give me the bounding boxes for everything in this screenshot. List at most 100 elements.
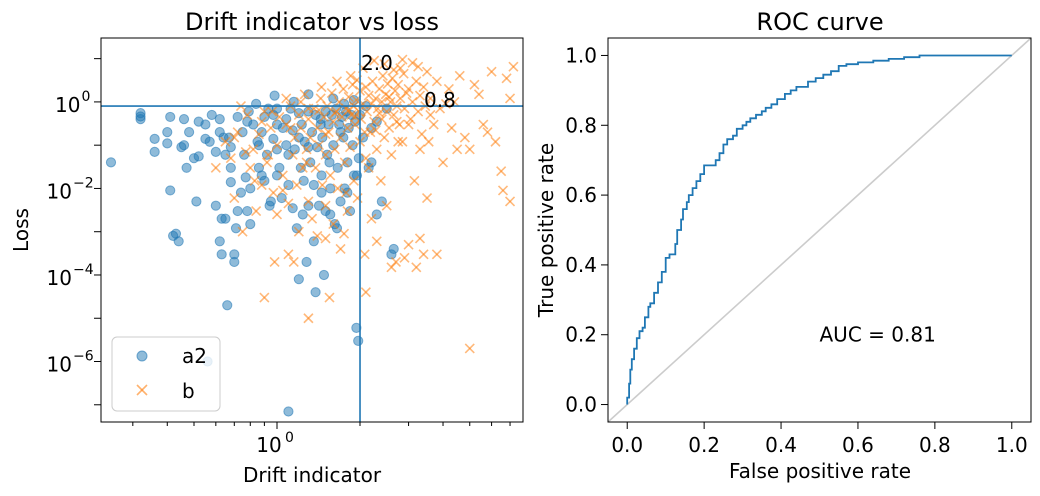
- scatter-x-label: Drift indicator: [243, 463, 382, 487]
- point-b: [388, 109, 399, 121]
- point-a2: [313, 200, 325, 211]
- point-b: [388, 64, 399, 75]
- point-b: [403, 239, 414, 250]
- roc-x-tick-label: 0.0: [611, 433, 643, 457]
- point-a2: [343, 122, 354, 134]
- point-a2: [178, 140, 190, 151]
- point-a2: [301, 256, 312, 268]
- point-a2: [271, 170, 283, 181]
- point-b: [335, 243, 346, 254]
- hline-label: 0.8: [424, 88, 456, 112]
- point-b: [411, 76, 422, 87]
- point-b: [437, 157, 449, 168]
- point-b: [376, 96, 387, 107]
- point-b: [331, 76, 343, 87]
- point-b: [242, 109, 253, 121]
- point-a2: [251, 98, 262, 109]
- point-b: [335, 132, 346, 143]
- point-b: [361, 106, 373, 117]
- point-b: [399, 252, 410, 263]
- point-a2: [193, 116, 204, 127]
- point-a2: [388, 243, 399, 255]
- point-a2: [245, 183, 256, 194]
- point-b: [259, 106, 270, 117]
- point-a2: [220, 213, 231, 224]
- point-b: [497, 185, 509, 196]
- roc-y-label: True positive rate: [534, 143, 558, 318]
- roc-curve-line: [626, 54, 1012, 405]
- point-a2: [245, 218, 256, 230]
- point-a2: [318, 269, 330, 281]
- y-tick-label: 10: [47, 179, 72, 203]
- point-b: [371, 236, 382, 247]
- roc-x-ticks: 0.0 0.2 0.4 0.6 0.8 1.0: [611, 422, 1028, 457]
- point-b: [342, 122, 353, 134]
- point-b: [418, 249, 429, 260]
- point-b: [339, 157, 350, 168]
- point-a2: [310, 287, 321, 298]
- point-a2: [178, 114, 190, 125]
- point-b: [326, 88, 337, 99]
- point-b: [315, 93, 326, 104]
- y-tick-exponent: 0: [82, 89, 91, 105]
- point-b: [459, 132, 470, 143]
- point-b: [265, 122, 276, 134]
- point-b: [320, 149, 331, 160]
- point-b: [469, 79, 480, 90]
- point-a2: [252, 136, 263, 147]
- roc-y-tick-label: 0.2: [565, 323, 597, 347]
- point-b: [289, 132, 300, 143]
- point-a2: [332, 162, 343, 173]
- y-tick-label: 10: [47, 266, 72, 290]
- roc-y-tick-label: 1.0: [565, 43, 597, 67]
- point-a2: [366, 157, 377, 168]
- point-a2: [165, 185, 176, 196]
- point-b: [338, 83, 349, 94]
- point-b: [384, 122, 395, 134]
- point-a2: [210, 146, 221, 157]
- point-b: [253, 129, 265, 140]
- roc-x-tick-label: 1.0: [996, 433, 1028, 457]
- point-b: [320, 200, 331, 211]
- point-a2: [162, 138, 173, 149]
- point-b: [348, 175, 359, 186]
- point-a2: [235, 187, 247, 198]
- point-b: [259, 292, 270, 303]
- point-b: [248, 144, 259, 155]
- point-b: [482, 127, 493, 138]
- point-b: [283, 198, 294, 209]
- point-b: [464, 343, 475, 354]
- roc-y-ticks: 0.0 0.2 0.4 0.6 0.8 1.0: [565, 43, 608, 417]
- point-a2: [264, 200, 275, 211]
- point-b: [490, 136, 501, 147]
- point-b: [381, 200, 392, 211]
- point-b: [414, 144, 426, 155]
- vline-label: 2.0: [361, 51, 393, 75]
- point-b: [452, 144, 463, 155]
- point-b: [397, 54, 408, 65]
- point-a2: [191, 196, 202, 207]
- point-a2: [371, 116, 382, 127]
- threshold-lines: [101, 38, 523, 422]
- point-a2: [293, 108, 304, 119]
- point-b: [398, 68, 409, 79]
- point-b: [363, 90, 374, 101]
- point-b: [501, 73, 512, 84]
- point-b: [411, 262, 422, 273]
- point-b: [353, 106, 364, 117]
- point-b: [431, 249, 442, 260]
- point-b: [313, 140, 325, 151]
- point-b: [291, 179, 302, 191]
- point-b: [409, 175, 420, 186]
- point-b: [414, 90, 426, 101]
- point-b: [403, 83, 414, 94]
- scatter-y-label: Loss: [9, 208, 33, 252]
- point-a2: [210, 200, 221, 211]
- point-a2: [242, 116, 253, 127]
- y-tick-label: 10: [55, 93, 80, 117]
- point-b: [397, 136, 408, 147]
- point-a2: [276, 192, 287, 204]
- roc-x-tick-label: 0.6: [842, 433, 874, 457]
- point-b: [329, 108, 340, 119]
